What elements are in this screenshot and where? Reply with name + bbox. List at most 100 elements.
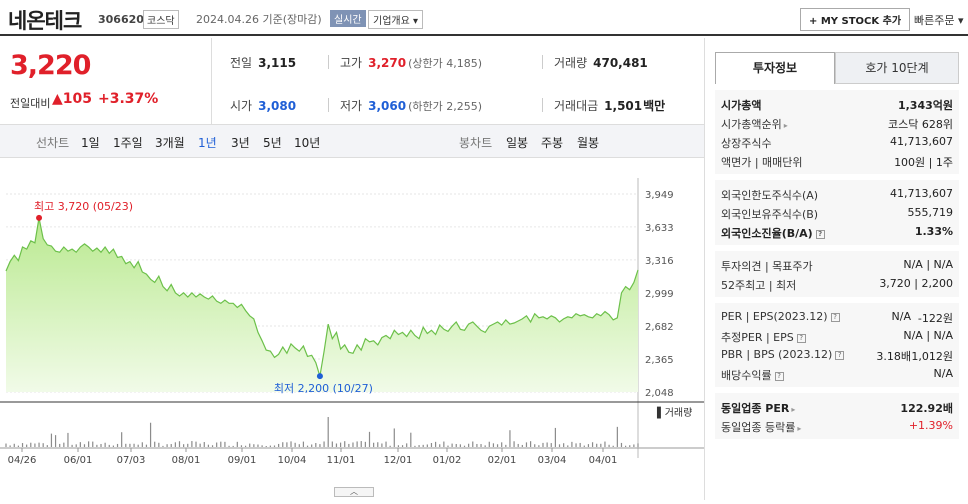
volume-bar bbox=[501, 442, 503, 447]
par-value-value: 100원 | 1주 bbox=[894, 156, 953, 169]
low-marker bbox=[316, 373, 323, 380]
volume-bar bbox=[30, 442, 32, 447]
industry-per-label: 동일업종 PER bbox=[721, 402, 790, 415]
period-1y[interactable]: 1년 bbox=[198, 136, 217, 150]
volume-bar bbox=[517, 443, 519, 447]
industry-per-link[interactable]: 동일업종 PER ▸ bbox=[721, 400, 795, 416]
market-cap-value: 1,343억원 bbox=[897, 99, 953, 112]
volume-bar bbox=[488, 441, 490, 447]
price-change-pct: +3.37% bbox=[98, 91, 159, 107]
y-tick-label: 2,365 bbox=[645, 355, 674, 366]
change-label: 전일대비 bbox=[10, 97, 51, 110]
volume-bar bbox=[63, 442, 65, 447]
cap-rank-link[interactable]: 시가총액순위 ▸ bbox=[721, 116, 788, 132]
stat-prev-value: 3,115 bbox=[258, 56, 297, 70]
volume-bar bbox=[352, 442, 354, 447]
tab-orderbook[interactable]: 호가 10단계 bbox=[835, 52, 959, 84]
price-area bbox=[6, 217, 638, 392]
help-icon[interactable]: ? bbox=[830, 313, 840, 322]
volume-bar bbox=[203, 442, 205, 447]
period-1w[interactable]: 1주일 bbox=[113, 136, 143, 150]
candle-monthly[interactable]: 월봉 bbox=[577, 136, 600, 150]
industry-change-link[interactable]: 동일업종 등락률 ▸ bbox=[721, 419, 801, 435]
volume-bar bbox=[88, 441, 90, 447]
pbr-bps-text: PBR | BPS (2023.12) bbox=[721, 348, 833, 361]
realtime-button[interactable]: 실시간 bbox=[330, 10, 366, 27]
period-3y[interactable]: 3년 bbox=[231, 136, 250, 150]
volume-bar bbox=[96, 444, 98, 447]
period-3m[interactable]: 3개월 bbox=[155, 136, 185, 150]
volume-bar bbox=[232, 445, 234, 447]
volume-bar bbox=[513, 441, 515, 447]
volume-bar bbox=[83, 444, 86, 447]
help-icon[interactable]: ? bbox=[796, 334, 806, 343]
volume-label: ▌거래량 bbox=[656, 406, 692, 419]
volume-bar bbox=[228, 445, 230, 447]
price-change: ▲105 bbox=[52, 91, 92, 107]
volume-bar bbox=[463, 445, 466, 447]
volume-bar bbox=[434, 441, 437, 447]
market-cap-label: 시가총액 bbox=[721, 99, 762, 112]
opinion-label: 투자의견 | 목표주가 bbox=[721, 260, 813, 273]
industry-per-value: 122.92배 bbox=[900, 402, 953, 415]
volume-bar bbox=[257, 444, 259, 447]
arrow-right-icon: ▸ bbox=[797, 424, 802, 433]
volume-bar bbox=[455, 443, 457, 447]
volume-bar bbox=[269, 445, 271, 447]
add-mystock-button[interactable]: + MY STOCK 추가 bbox=[800, 8, 911, 31]
high-annotation: 최고 3,720 (05/23) bbox=[34, 200, 133, 213]
volume-bar bbox=[368, 431, 371, 447]
stat-high-value: 3,270 bbox=[368, 56, 407, 70]
y-tick-label: 2,999 bbox=[645, 289, 674, 300]
chart-period-bar: 선차트 1일 1주일 3개월 1년 3년 5년 10년 봉차트 일봉 주봉 월봉 bbox=[0, 124, 704, 158]
volume-bar bbox=[17, 445, 19, 447]
volume-bar bbox=[381, 443, 383, 447]
foreign-limit-label: 외국인한도주식수(A) bbox=[721, 189, 819, 202]
volume-bar bbox=[327, 417, 329, 447]
volume-bar bbox=[373, 442, 375, 447]
volume-bar bbox=[302, 441, 305, 447]
volume-bar bbox=[149, 422, 152, 447]
help-icon[interactable]: ? bbox=[835, 351, 845, 360]
x-tick-label: 12/01 bbox=[384, 455, 413, 466]
chart-collapse-handle[interactable]: ︿ bbox=[334, 487, 374, 497]
volume-bar bbox=[418, 445, 420, 447]
cap-rank-label: 시가총액순위 bbox=[721, 118, 782, 131]
help-icon[interactable]: ? bbox=[815, 230, 825, 239]
candle-daily[interactable]: 일봉 bbox=[506, 136, 529, 150]
volume-bar bbox=[550, 443, 552, 447]
volume-bar bbox=[430, 443, 433, 447]
volume-bar bbox=[538, 445, 540, 447]
w52-label: 52주최고 | 최저 bbox=[721, 279, 797, 292]
help-icon[interactable]: ? bbox=[774, 372, 784, 381]
foreign-limit-value: 41,713,607 bbox=[890, 187, 953, 200]
cap-rank-value: 코스닥 628위 bbox=[888, 118, 953, 131]
x-tick-label: 07/03 bbox=[117, 455, 146, 466]
volume-bar bbox=[244, 445, 247, 447]
volume-bar bbox=[207, 444, 210, 447]
volume-bar bbox=[339, 442, 342, 447]
divider bbox=[542, 98, 543, 112]
volume-bar bbox=[583, 445, 585, 447]
volume-bar bbox=[220, 441, 222, 447]
tab-investment-info[interactable]: 투자정보 bbox=[715, 52, 835, 84]
period-5y[interactable]: 5년 bbox=[263, 136, 282, 150]
company-overview-dropdown[interactable]: 기업개요 ▾ bbox=[368, 10, 423, 29]
volume-bar bbox=[629, 445, 631, 447]
candle-weekly[interactable]: 주봉 bbox=[541, 136, 564, 150]
price-stats: 전일 3,115 고가 3,270 (상한가 4,185) 거래량 470,481 시가… bbox=[212, 38, 704, 124]
period-1d[interactable]: 1일 bbox=[81, 136, 100, 150]
volume-bar bbox=[298, 444, 300, 447]
listed-shares-label: 상장주식수 bbox=[721, 137, 772, 150]
quick-order-button[interactable]: 빠른주문 ▾ bbox=[914, 14, 964, 27]
volume-bar bbox=[67, 432, 69, 447]
price-chart[interactable]: 3,949 3,633 3,316 2,999 2,682 2,365 2,048 최고 3,… bbox=[0, 158, 704, 500]
volume-bar bbox=[525, 442, 528, 447]
volume-bar bbox=[604, 441, 606, 447]
volume-bar bbox=[174, 442, 176, 447]
stat-open-label: 시가 bbox=[230, 99, 253, 113]
stock-header: 네온테크 306620 코스닥 2024.04.26 기준(장마감) 실시간 기… bbox=[0, 0, 968, 36]
period-10y[interactable]: 10년 bbox=[294, 136, 321, 150]
stat-prev-label: 전일 bbox=[230, 56, 253, 70]
x-tick-label: 10/04 bbox=[278, 455, 307, 466]
